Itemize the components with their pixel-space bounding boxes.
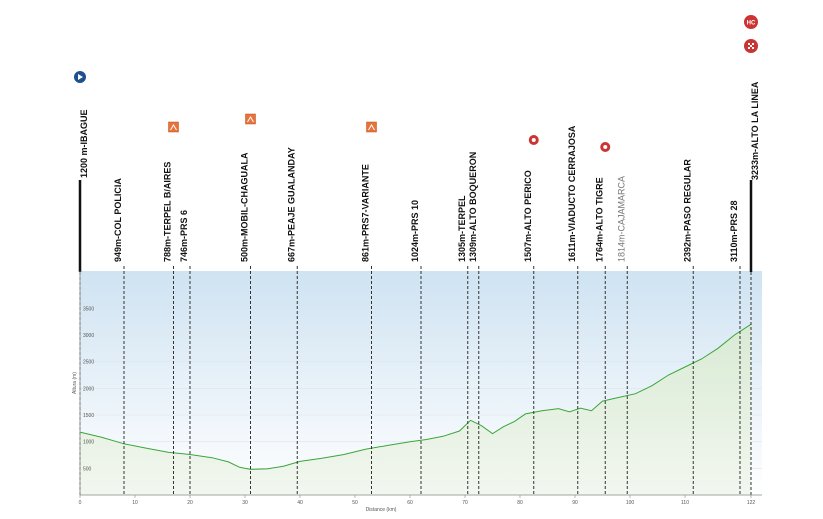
- x-tick-label-4: 40: [297, 500, 303, 506]
- waypoint-label-6: 861m-PRS7-VARIANTE: [361, 164, 371, 262]
- feed-zone-icon: [168, 121, 179, 133]
- waypoint-icons: [74, 71, 611, 152]
- feed-zone-icon: [245, 113, 256, 125]
- x-tick-label-9: 90: [572, 500, 578, 506]
- y-tick-label-6: 3500: [83, 306, 94, 312]
- waypoint-label-9: 1309m-ALTO BOQUERON: [468, 152, 478, 262]
- feed-zone-icon: [366, 121, 377, 133]
- waypoint-label-1: 949m-COL POLICIA: [113, 178, 123, 262]
- waypoint-label-2: 788m-TERPEL B/AIRES: [163, 162, 173, 262]
- y-tick-label-3: 2000: [83, 386, 94, 392]
- x-tick-label-5: 50: [352, 500, 358, 506]
- finish-checkered-icon: [744, 39, 758, 53]
- x-tick-label-0: 0: [79, 500, 82, 506]
- waypoint-label-14: 2392m-PASO REGULAR: [682, 159, 692, 262]
- waypoint-label-10: 1507m-ALTO PERICO: [523, 170, 533, 262]
- x-tick-label-10: 100: [626, 500, 635, 506]
- x-tick-label-1: 10: [132, 500, 138, 506]
- start-flag-icon: [74, 71, 86, 83]
- climb-category-icon: [600, 142, 611, 152]
- waypoint-label-12: 1764m-ALTO TIGRE: [594, 177, 604, 262]
- hc-climb-icon: HC: [744, 15, 758, 29]
- elevation-profile-line: [79, 323, 752, 470]
- climb-category-icon: [528, 135, 539, 145]
- waypoint-label-8: 1305m-TERPEL: [457, 195, 467, 262]
- x-tick-label-2: 20: [187, 500, 193, 506]
- waypoint-label-16: 3233m-ALTO LA LINEA: [750, 81, 760, 180]
- x-tick-label-6: 60: [407, 500, 413, 506]
- waypoint-label-3: 746m-PRS 6: [179, 210, 189, 262]
- y-tick-label-4: 2500: [83, 360, 94, 366]
- y-tick-label-2: 1500: [83, 413, 94, 419]
- y-axis-title: Altura (m): [72, 372, 78, 394]
- x-tick-label-3: 30: [242, 500, 248, 506]
- x-tick-label-8: 80: [517, 500, 523, 506]
- x-axis-title: Distance (km): [366, 507, 397, 513]
- waypoint-label-11: 1611m-VIADUCTO CERRAJOSA: [567, 125, 577, 262]
- waypoint-label-7: 1024m-PRS 10: [410, 200, 420, 262]
- x-tick-label-12: 122: [747, 500, 756, 506]
- elevation-area-fill: [80, 324, 751, 495]
- waypoint-label-13: 1814m-CAJAMARCA: [616, 176, 626, 262]
- waypoint-label-5: 667m-PEAJE GUALANDAY: [286, 147, 296, 262]
- badge-label: HC: [747, 21, 756, 27]
- waypoint-label-15: 3110m-PRS 28: [729, 200, 739, 262]
- x-tick-label-7: 70: [462, 500, 468, 506]
- waypoint-label-4: 500m-MOBIL-CHAGUALA: [240, 152, 250, 262]
- y-tick-label-0: 500: [83, 466, 92, 472]
- y-axis: 500 1000 1500 2000 2500 3000 3500: [79, 271, 94, 495]
- x-axis: 0 10 20 30 40 50 60 70 80 90 100 110 122: [79, 494, 762, 506]
- y-tick-label-1: 1000: [83, 440, 94, 446]
- y-tick-label-5: 3000: [83, 333, 94, 339]
- finish-badges: HC: [744, 15, 758, 53]
- waypoint-labels: 1200 m-IBAGUE 949m-COL POLICIA 788m-TERPEL…: [79, 81, 760, 262]
- waypoint-label-0: 1200 m-IBAGUE: [79, 109, 89, 178]
- x-tick-label-11: 110: [681, 500, 689, 506]
